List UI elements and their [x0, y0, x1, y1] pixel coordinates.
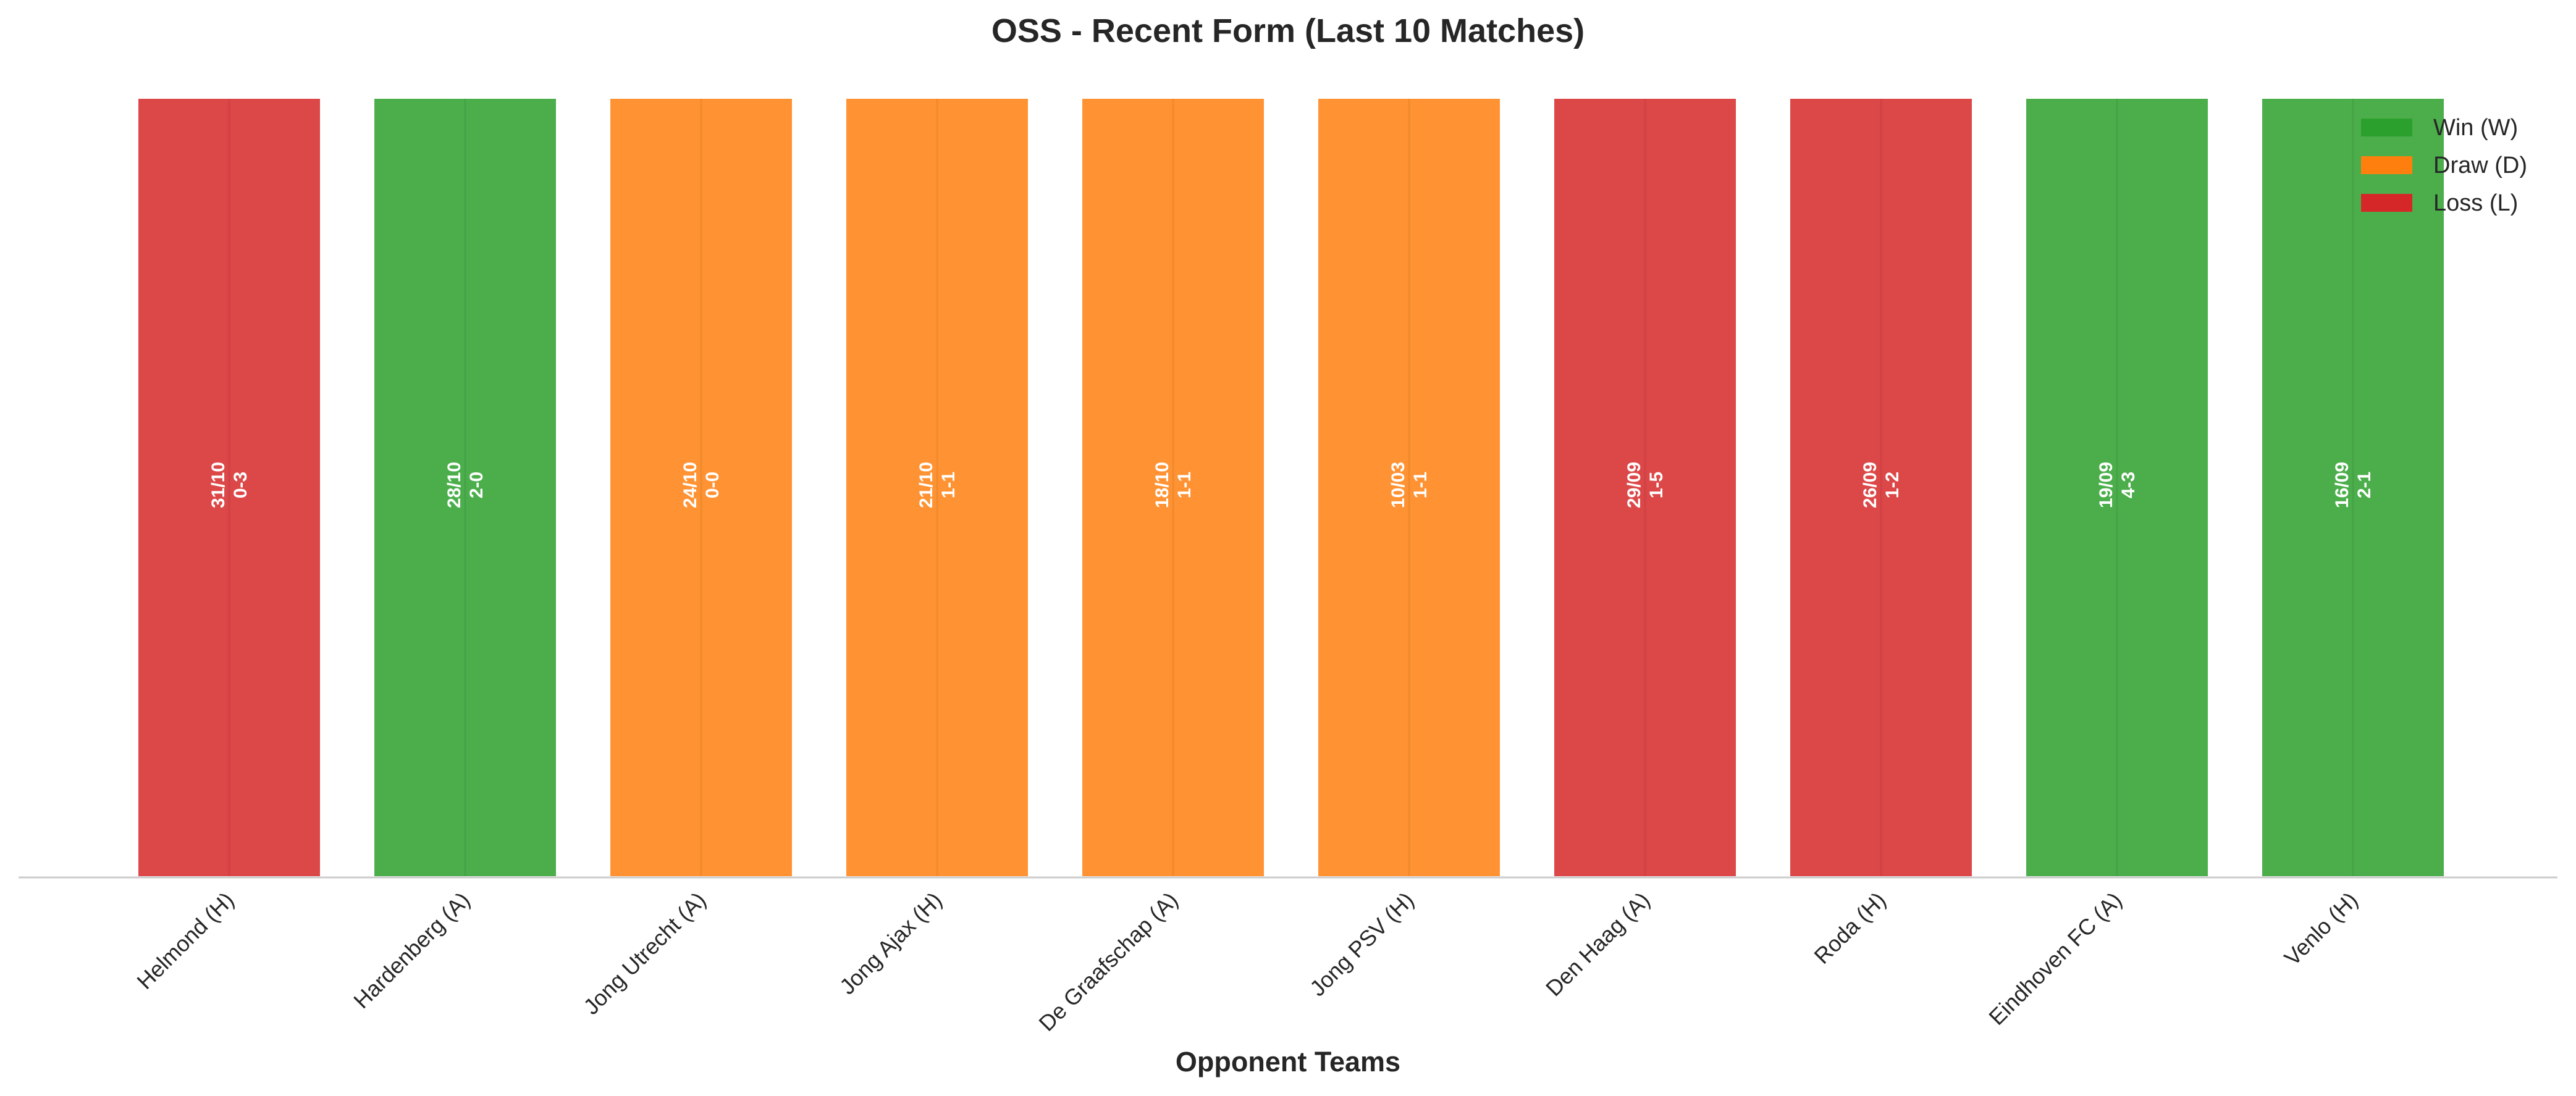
bar-1 [136, 96, 322, 879]
legend-label: Loss (L) [2433, 190, 2518, 216]
bar-label: 28/10 2-0 [444, 462, 487, 508]
bar-10 [2260, 96, 2446, 879]
bar-label-score: 0-0 [702, 472, 723, 498]
bar-label-date: 21/10 [916, 462, 937, 508]
bar-6 [1316, 96, 1502, 879]
bar-label: 19/09 4-3 [2096, 462, 2139, 508]
x-tick-label: Venlo (H) [2279, 887, 2363, 971]
x-axis-label: Opponent Teams [1176, 1046, 1400, 1077]
bar-label-score: 4-3 [2118, 472, 2139, 498]
bar-label-date: 10/03 [1388, 462, 1408, 508]
bar-label-date: 19/09 [2096, 462, 2116, 508]
bar-label: 18/10 1-1 [1152, 462, 1195, 508]
bar-7 [1552, 96, 1738, 879]
bar-label: 26/09 1-2 [1860, 462, 1903, 508]
x-tick-label: Roda (H) [1809, 887, 1890, 969]
legend: Win (W) Draw (D) Loss (L) [2361, 115, 2527, 216]
bar-label-score: 1-1 [1410, 472, 1431, 498]
bar-label-date: 28/10 [444, 462, 465, 508]
bar-label-date: 29/09 [1624, 462, 1644, 508]
bar-label-score: 1-1 [1174, 472, 1195, 498]
bar-label: 29/09 1-5 [1624, 462, 1667, 508]
bar-label-score: 1-1 [938, 472, 959, 498]
x-tick-label: De Graafschap (A) [1033, 887, 1182, 1036]
legend-swatch [2361, 156, 2412, 174]
bar-label-date: 16/09 [2332, 462, 2352, 508]
bar-label: 10/03 1-1 [1388, 462, 1431, 508]
bar-label-score: 1-5 [1646, 472, 1667, 498]
legend-label: Win (W) [2433, 115, 2518, 141]
bar-4 [844, 96, 1030, 879]
bar-label: 16/09 2-1 [2332, 462, 2375, 508]
bar-2 [372, 96, 558, 879]
bar-3 [608, 96, 794, 879]
bar-label-date: 18/10 [1152, 462, 1172, 508]
bar-label: 24/10 0-0 [680, 462, 723, 508]
x-tick-label: Jong Ajax (H) [835, 887, 947, 1000]
x-tick-labels: Helmond (H) Hardenberg (A) Jong Utrecht (A… [132, 887, 2362, 1036]
bar-label: 31/10 0-3 [208, 462, 251, 508]
bar-5 [1080, 96, 1266, 879]
bar-label-score: 2-1 [2354, 472, 2375, 498]
bar-label-score: 1-2 [1882, 472, 1903, 498]
x-tick-label: Eindhoven FC (A) [1984, 887, 2126, 1030]
legend-swatch [2361, 194, 2412, 212]
bar-label-date: 24/10 [680, 462, 701, 508]
x-tick-label: Hardenberg (A) [348, 887, 474, 1013]
chart-title: OSS - Recent Form (Last 10 Matches) [991, 12, 1585, 49]
bars-layer: 31/10 0-3 28/10 2-0 24/10 0-0 21/10 1-1 18/10 1-1… [136, 96, 2446, 879]
bar-label-score: 0-3 [230, 472, 251, 498]
bar-label: 21/10 1-1 [916, 462, 959, 508]
x-tick-label: Helmond (H) [132, 887, 238, 994]
x-tick-label: Jong PSV (H) [1305, 887, 1419, 1002]
x-tick-label: Den Haag (A) [1541, 887, 1655, 1002]
bar-label-date: 31/10 [208, 462, 229, 508]
bar-label-score: 2-0 [466, 472, 487, 498]
x-tick-label: Jong Utrecht (A) [578, 887, 710, 1019]
legend-label: Draw (D) [2433, 153, 2527, 178]
legend-swatch [2361, 119, 2412, 136]
bar-label-date: 26/09 [1860, 462, 1880, 508]
